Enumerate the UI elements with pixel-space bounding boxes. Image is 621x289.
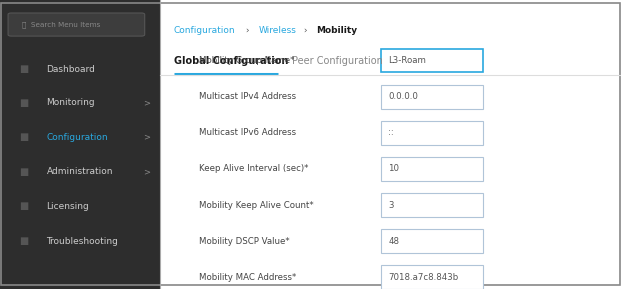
Text: 7018.a7c8.843b: 7018.a7c8.843b — [388, 273, 458, 282]
FancyBboxPatch shape — [381, 121, 483, 145]
Text: Monitoring: Monitoring — [47, 98, 95, 107]
Text: Troubleshooting: Troubleshooting — [47, 237, 119, 246]
Text: ■: ■ — [19, 64, 28, 74]
Text: Administration: Administration — [47, 167, 113, 176]
Text: >: > — [143, 167, 150, 176]
FancyBboxPatch shape — [381, 265, 483, 289]
Text: L3-Roam: L3-Roam — [388, 56, 426, 65]
Text: ›: › — [301, 26, 310, 35]
Text: ■: ■ — [19, 201, 28, 212]
Text: ⌕  Search Menu Items: ⌕ Search Menu Items — [22, 21, 101, 28]
Text: >: > — [143, 98, 150, 107]
Text: Keep Alive Interval (sec)*: Keep Alive Interval (sec)* — [199, 164, 308, 173]
Text: Mobility DSCP Value*: Mobility DSCP Value* — [199, 237, 289, 246]
Text: Multicast IPv4 Address: Multicast IPv4 Address — [199, 92, 296, 101]
Text: Configuration: Configuration — [174, 26, 235, 35]
FancyBboxPatch shape — [381, 49, 483, 73]
Text: 48: 48 — [388, 237, 399, 246]
Text: 10: 10 — [388, 164, 399, 173]
FancyBboxPatch shape — [381, 157, 483, 181]
Text: ■: ■ — [19, 97, 28, 108]
Text: 0.0.0.0: 0.0.0.0 — [388, 92, 418, 101]
FancyBboxPatch shape — [381, 229, 483, 253]
Text: >: > — [143, 133, 150, 142]
Text: Wireless: Wireless — [258, 26, 296, 35]
Text: Global Configuration: Global Configuration — [174, 56, 288, 66]
Text: Mobility Keep Alive Count*: Mobility Keep Alive Count* — [199, 201, 314, 210]
Text: Mobility Group Name*: Mobility Group Name* — [199, 56, 294, 65]
FancyBboxPatch shape — [0, 0, 160, 289]
Text: Peer Configuration: Peer Configuration — [292, 56, 383, 66]
Text: ::: :: — [388, 128, 394, 137]
FancyBboxPatch shape — [8, 13, 145, 36]
Text: 3: 3 — [388, 201, 394, 210]
Text: ■: ■ — [19, 236, 28, 246]
Text: ■: ■ — [19, 167, 28, 177]
Text: Dashboard: Dashboard — [47, 65, 96, 74]
Text: Mobility MAC Address*: Mobility MAC Address* — [199, 273, 296, 282]
FancyBboxPatch shape — [381, 193, 483, 217]
Text: Multicast IPv6 Address: Multicast IPv6 Address — [199, 128, 296, 137]
FancyBboxPatch shape — [381, 85, 483, 109]
Text: Licensing: Licensing — [47, 202, 89, 211]
Text: Configuration: Configuration — [47, 133, 108, 142]
Text: ›: › — [243, 26, 252, 35]
Text: Mobility: Mobility — [317, 26, 358, 35]
Text: ■: ■ — [19, 132, 28, 142]
